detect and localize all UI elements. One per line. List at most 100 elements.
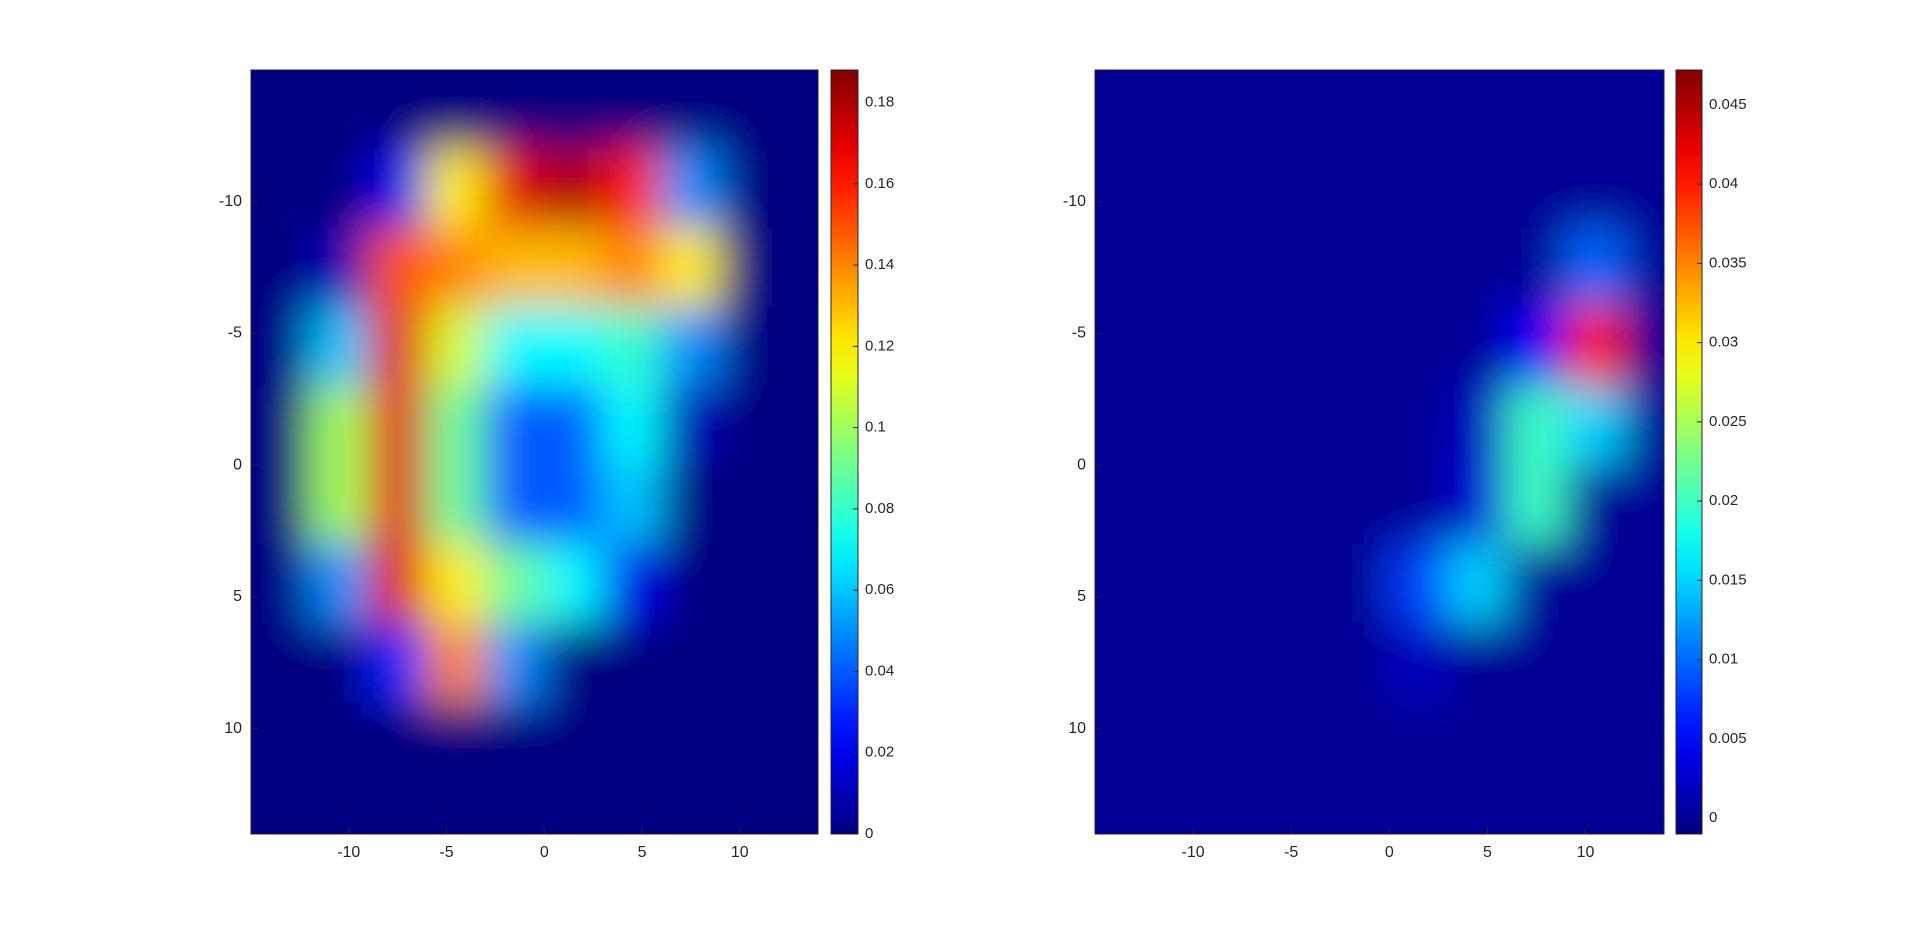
heatmap-cell xyxy=(543,148,604,229)
cells xyxy=(1095,70,1664,834)
heatmap-cell xyxy=(1388,385,1449,466)
heatmap-cell xyxy=(1212,227,1273,308)
heatmap-cell xyxy=(367,227,428,308)
heatmap-cell xyxy=(1095,622,1155,703)
x-tick-label: -5 xyxy=(1284,844,1298,861)
heatmap-cell xyxy=(367,385,428,466)
heatmap-cell xyxy=(1624,543,1664,624)
heatmap-cell xyxy=(367,543,428,624)
heatmap-cell xyxy=(778,622,818,703)
heatmap-cell xyxy=(543,543,604,624)
heatmap-cell xyxy=(778,306,818,387)
heatmap-cell xyxy=(1212,622,1273,703)
colorbar-tick-label: 0.03 xyxy=(1709,334,1738,351)
y-tick-label: 10 xyxy=(1068,720,1086,737)
heatmap-cell xyxy=(1329,227,1390,308)
colorbar-tick-label: 0.035 xyxy=(1709,254,1747,271)
heatmap-cell xyxy=(1095,148,1155,229)
heatmap-cell xyxy=(719,701,780,782)
heatmap-cell xyxy=(1624,385,1664,466)
heatmap-cell xyxy=(719,385,780,466)
colorbar-tick-label: 0.18 xyxy=(865,93,894,110)
heatmap-cell xyxy=(1565,464,1626,545)
heatmap-cell xyxy=(1388,227,1449,308)
heatmap-cell xyxy=(602,543,663,624)
colorbar-tick-label: 0.12 xyxy=(865,337,894,354)
heatmap-cell xyxy=(485,780,545,834)
heatmap-cell xyxy=(1271,385,1331,466)
x-tick-label: 10 xyxy=(1577,844,1595,861)
heatmap-cell xyxy=(367,70,428,150)
heatmap-cell xyxy=(1153,227,1214,308)
heatmap-cell xyxy=(426,227,487,308)
heatmap-cell xyxy=(1095,464,1155,545)
axes-box xyxy=(250,69,819,835)
x-tick-label: -5 xyxy=(439,844,453,861)
heatmap-cell xyxy=(543,385,604,466)
heatmap-cell xyxy=(367,464,428,545)
heatmap-cell xyxy=(309,543,369,624)
colorbar-tick-label: 0.06 xyxy=(865,581,894,598)
heatmap-cell xyxy=(367,148,428,229)
heatmap-cell xyxy=(719,70,780,150)
heatmap-cell xyxy=(602,306,663,387)
heatmap-cell xyxy=(251,543,311,624)
heatmap-cell xyxy=(1447,464,1508,545)
heatmap-cell xyxy=(1212,385,1273,466)
heatmap-cell xyxy=(1447,227,1508,308)
heatmap-cell xyxy=(1212,780,1273,834)
heatmap-cell xyxy=(1565,70,1626,150)
colorbar xyxy=(1675,69,1703,835)
heatmap-cell xyxy=(426,306,487,387)
heatmap-cell xyxy=(251,780,311,834)
heatmap-cell xyxy=(602,622,663,703)
heatmap-cell xyxy=(251,70,311,150)
heatmap-cell xyxy=(251,227,311,308)
heatmap-cell xyxy=(602,385,663,466)
heatmap-cell xyxy=(1624,227,1664,308)
heatmap-cell xyxy=(602,464,663,545)
heatmap-cell xyxy=(543,701,604,782)
heatmap-cell xyxy=(661,701,721,782)
colorbar xyxy=(830,69,859,835)
heatmap-cell xyxy=(778,701,818,782)
heatmap-cell xyxy=(543,70,604,150)
heatmap-cell xyxy=(426,385,487,466)
heatmap-cell xyxy=(309,780,369,834)
heatmap-cell xyxy=(661,464,721,545)
y-tick-label: -5 xyxy=(1072,325,1086,342)
heatmap-cell xyxy=(1153,306,1214,387)
heatmap-cell xyxy=(661,622,721,703)
heatmap-cell xyxy=(1506,306,1567,387)
heatmap-cell xyxy=(1565,227,1626,308)
heatmap-cell xyxy=(251,701,311,782)
heatmap-cell xyxy=(1095,780,1155,834)
heatmap-cell xyxy=(1329,385,1390,466)
heatmap-cell xyxy=(1271,701,1331,782)
heatmap-cell xyxy=(367,306,428,387)
colorbar-tick-label: 0.14 xyxy=(865,256,894,273)
heatmap-cell xyxy=(1447,622,1508,703)
heatmap-cell xyxy=(1447,543,1508,624)
heatmap-cell xyxy=(485,306,545,387)
heatmap-cell xyxy=(1095,227,1155,308)
heatmap-cell xyxy=(1506,622,1567,703)
heatmap-cell xyxy=(1329,622,1390,703)
heatmap-cell xyxy=(543,306,604,387)
heatmap-cell xyxy=(485,227,545,308)
heatmap-cell xyxy=(1153,70,1214,150)
x-tick-label: 5 xyxy=(638,844,647,861)
heatmap-cell xyxy=(1506,227,1567,308)
heatmap-cell xyxy=(778,543,818,624)
heatmap-cell xyxy=(719,306,780,387)
heatmap-cell xyxy=(719,622,780,703)
heatmap-cell xyxy=(661,385,721,466)
heatmap-cell xyxy=(1212,306,1273,387)
heatmap-cell xyxy=(719,543,780,624)
heatmap-cell xyxy=(251,306,311,387)
heatmap-cell xyxy=(1329,701,1390,782)
heatmap-cell xyxy=(485,464,545,545)
heatmap-cell xyxy=(1624,622,1664,703)
heatmap-cell xyxy=(1095,701,1155,782)
heatmap-cell xyxy=(485,622,545,703)
